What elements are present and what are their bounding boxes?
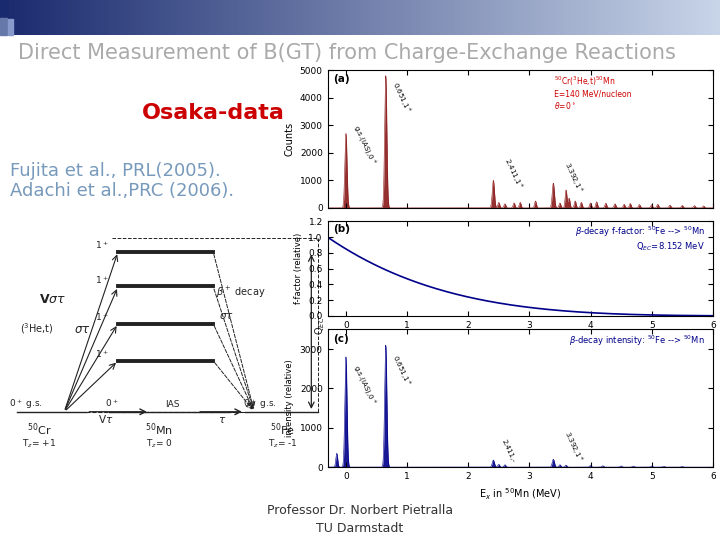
Text: g.s.(IAS),0$^+$: g.s.(IAS),0$^+$ (350, 363, 378, 407)
Text: 3.392,1$^+$: 3.392,1$^+$ (561, 429, 585, 464)
Text: 0.651,1$^+$: 0.651,1$^+$ (390, 80, 414, 116)
Text: $\beta^+$ decay: $\beta^+$ decay (216, 285, 266, 300)
Bar (8, 19, 13, 35)
Text: 3.392,1$^+$: 3.392,1$^+$ (561, 160, 585, 195)
Text: 0$^+$: 0$^+$ (105, 397, 119, 409)
Text: Fujita et al., PRL(2005).
Adachi et al.,PRC (2006).: Fujita et al., PRL(2005). Adachi et al.,… (9, 161, 234, 200)
Text: ($^3$He,t): ($^3$He,t) (20, 321, 53, 336)
Y-axis label: Counts: Counts (284, 122, 294, 156)
Text: Professor Dr. Norbert Pietralla: Professor Dr. Norbert Pietralla (267, 504, 453, 517)
Text: $\sigma\tau$: $\sigma\tau$ (73, 323, 90, 336)
Bar (0, 0, 7, 16)
Text: T$_z$= +1: T$_z$= +1 (22, 437, 56, 450)
Text: 0.651,1$^+$: 0.651,1$^+$ (390, 353, 414, 388)
Text: 0$^+$ g.s.: 0$^+$ g.s. (9, 397, 42, 411)
Text: Q$_{EC}$: Q$_{EC}$ (313, 316, 327, 335)
Text: $^{50}$Cr($^3$He,t)$^{50}$Mn
   E=140 MeV/nucleon
   $\theta$=0$^\circ$: $^{50}$Cr($^3$He,t)$^{50}$Mn E=140 MeV/n… (547, 75, 631, 111)
Text: 1$^+$: 1$^+$ (95, 274, 109, 286)
Text: 0$^+$ g.s.: 0$^+$ g.s. (243, 397, 277, 411)
Text: 1$^+$: 1$^+$ (95, 311, 109, 323)
Text: $^{50}$Fe: $^{50}$Fe (270, 422, 295, 438)
Text: $^{50}$Cr: $^{50}$Cr (27, 422, 51, 438)
Text: Direct Measurement of B(GT) from Charge-Exchange Reactions: Direct Measurement of B(GT) from Charge-… (18, 43, 676, 63)
Text: 1$^+$: 1$^+$ (95, 239, 109, 251)
Text: T$_z$= -1: T$_z$= -1 (268, 437, 297, 450)
Text: (c): (c) (333, 334, 349, 343)
Text: V$\sigma\tau$: V$\sigma\tau$ (39, 293, 66, 306)
Text: 2.411,-: 2.411,- (500, 438, 516, 463)
X-axis label: E$_x$ in $^{50}$Mn (MeV): E$_x$ in $^{50}$Mn (MeV) (479, 487, 562, 502)
Text: TU Darmstadt: TU Darmstadt (316, 522, 404, 535)
Text: $\beta$-decay intensity: $^{50}$Fe --> $^{50}$Mn: $\beta$-decay intensity: $^{50}$Fe --> $… (570, 334, 705, 348)
Text: (a): (a) (333, 75, 350, 84)
Y-axis label: f-factor (relative): f-factor (relative) (294, 233, 303, 304)
Bar (0, 17, 7, 35)
Text: $\beta$-decay f-factor: $^{50}$Fe --> $^{50}$Mn
              Q$_{EC}$=8.152 MeV: $\beta$-decay f-factor: $^{50}$Fe --> $^… (575, 224, 705, 253)
Text: $\sigma\tau$: $\sigma\tau$ (220, 311, 234, 321)
Text: T$_z$= 0: T$_z$= 0 (146, 437, 173, 450)
Text: 1$^+$: 1$^+$ (95, 348, 109, 360)
Text: (b): (b) (333, 224, 351, 234)
Y-axis label: intensity (relative): intensity (relative) (285, 360, 294, 437)
Text: 2.411,1$^+$: 2.411,1$^+$ (500, 157, 525, 191)
Text: $\tau$: $\tau$ (218, 415, 227, 426)
Text: Osaka-data: Osaka-data (143, 103, 285, 124)
Text: g.s.(IAS),0$^+$: g.s.(IAS),0$^+$ (350, 124, 378, 167)
Text: V$\tau$: V$\tau$ (98, 414, 113, 426)
Text: $^{50}$Mn: $^{50}$Mn (145, 422, 174, 438)
Text: IAS: IAS (166, 400, 180, 409)
